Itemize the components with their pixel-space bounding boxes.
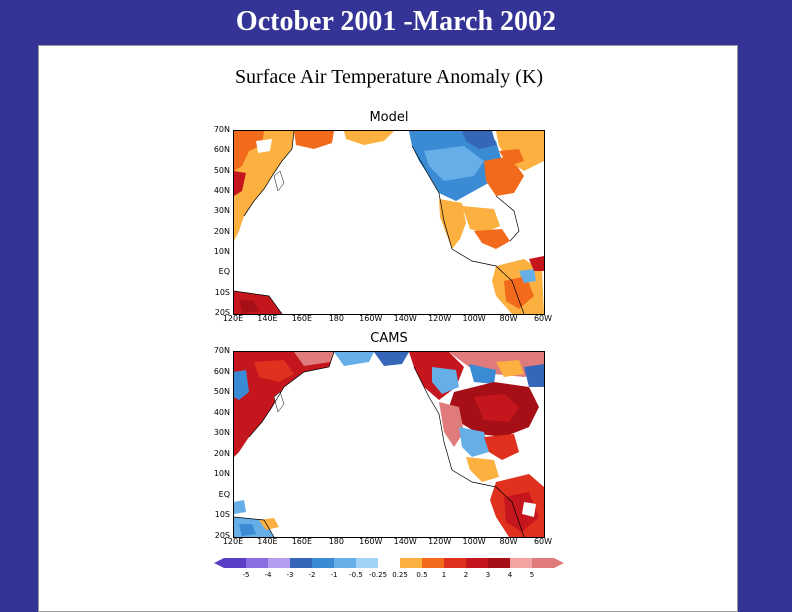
colorbar-segment [246, 558, 268, 568]
lon-label: 120W [428, 314, 452, 323]
lon-label: 100W [462, 314, 486, 323]
lat-label: 60N [213, 145, 230, 155]
lat-label: 20S [214, 531, 230, 540]
colorbar-tick-label: 5 [529, 571, 535, 579]
colorbar-segment [400, 558, 422, 568]
colorbar-max-arrow [554, 558, 564, 568]
colorbar-segment [312, 558, 334, 568]
lon-label: 140W [393, 537, 417, 546]
lat-label: 40N [213, 186, 230, 195]
map-title-model: Model [369, 110, 409, 125]
colorbar-tick-label: 3 [485, 571, 491, 579]
colorbar-min-arrow [214, 558, 224, 568]
colorbar-tick-label: 2 [463, 571, 469, 579]
lon-label: 160W [359, 537, 383, 546]
colorbar-segment [268, 558, 290, 568]
lat-label: 20S [214, 308, 230, 317]
colorbar-segment [422, 558, 444, 568]
lat-label: EQ [218, 489, 230, 499]
colorbar-tick-label: 4 [507, 571, 513, 579]
lon-label: 120E [222, 537, 244, 546]
lat-label: 10S [214, 510, 230, 520]
lat-label: 70N [213, 346, 230, 355]
lon-label: 180 [328, 537, 344, 546]
lon-label: 120E [222, 314, 244, 323]
lon-label: 160E [291, 314, 313, 323]
cams-anomaly-map [234, 352, 544, 537]
slide-title: October 2001 -March 2002 [235, 6, 557, 37]
colorbar-segment [488, 558, 510, 568]
colorbar-tick-label: -5 [242, 571, 250, 579]
colorbar-segment [532, 558, 554, 568]
panel-title: Surface Air Temperature Anomaly (K) [234, 66, 544, 88]
colorbar-segment [290, 558, 312, 568]
lat-label: 70N [213, 125, 230, 134]
lat-label: 50N [213, 165, 230, 175]
lon-label: 60W [533, 314, 553, 323]
colorbar-tick-label: -0.5 [349, 571, 363, 579]
map-title-cams: CAMS [370, 331, 408, 346]
lat-label: EQ [218, 267, 230, 277]
colorbar-segment [378, 558, 400, 568]
colorbar-tick-label: -1 [330, 571, 338, 579]
figure-panel: Surface Air Temperature Anomaly (K) Mode… [38, 45, 738, 612]
lon-label: 80W [499, 314, 518, 323]
lat-label: 10S [214, 287, 230, 297]
colorbar-tick-label: -4 [264, 571, 272, 579]
lat-label: 10N [213, 469, 230, 479]
colorbar-segment [334, 558, 356, 568]
lon-label: 160E [291, 537, 313, 546]
lon-label: 140W [393, 314, 417, 323]
colorbar-segment [510, 558, 532, 568]
lon-label: 60W [533, 537, 553, 546]
lat-label: 30N [213, 428, 230, 438]
colorbar-segment [444, 558, 466, 568]
colorbar-tick-label: -3 [286, 571, 294, 579]
colorbar-tick-label: 0.5 [416, 571, 428, 579]
model-map [233, 130, 545, 315]
lon-label: 160W [359, 314, 383, 323]
cams-map [233, 351, 545, 538]
lon-label: 100W [462, 537, 486, 546]
lat-label: 60N [213, 366, 230, 376]
lon-label: 120W [428, 537, 452, 546]
colorbar [214, 558, 564, 568]
model-anomaly-map [234, 131, 544, 314]
colorbar-tick-label: 1 [441, 571, 447, 579]
lat-label: 20N [213, 226, 230, 236]
colorbar-segment [224, 558, 246, 568]
lon-label: 140E [257, 314, 278, 323]
lat-label: 20N [213, 448, 230, 458]
colorbar-segment [466, 558, 488, 568]
lon-label: 180 [328, 314, 344, 323]
colorbar-tick-label: 0.25 [392, 571, 408, 579]
lon-label: 140E [257, 537, 278, 546]
lat-label: 40N [213, 407, 230, 417]
colorbar-segment [356, 558, 378, 568]
lat-label: 30N [213, 206, 230, 216]
lat-label: 10N [213, 247, 230, 256]
colorbar-tick-label: -2 [308, 571, 316, 579]
lon-label: 80W [499, 537, 518, 546]
lat-label: 50N [213, 387, 230, 397]
colorbar-tick-label: -0.25 [368, 571, 388, 579]
